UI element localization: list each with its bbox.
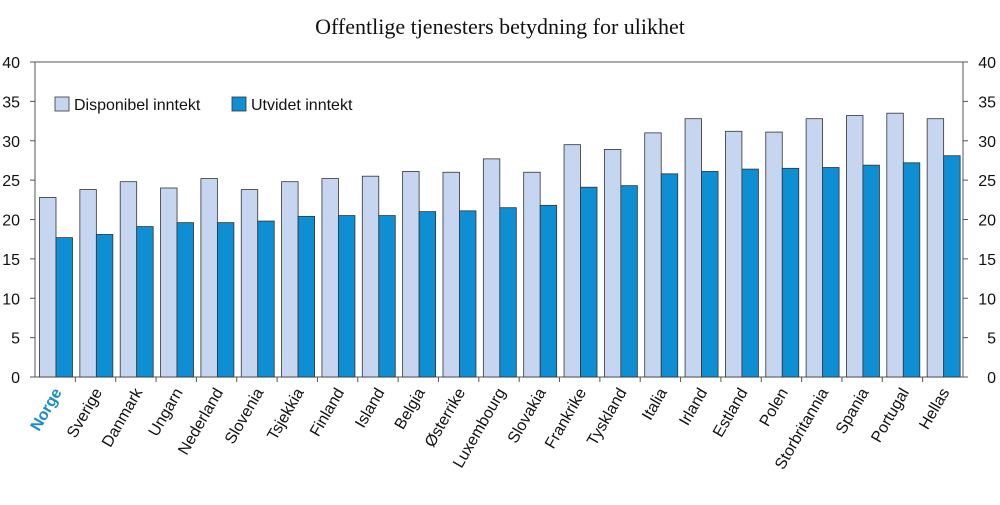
bar-utvidet — [539, 204, 558, 378]
bar-disponibel — [79, 189, 97, 378]
y-tick-label-left: 40 — [2, 55, 20, 72]
y-tick-label-right: 10 — [978, 291, 996, 308]
bar-utvidet — [378, 215, 396, 378]
bar-utvidet — [902, 162, 921, 378]
chart-title: Offentlige tjenesters betydning for ulik… — [315, 14, 685, 39]
y-tick-label-left: 15 — [2, 252, 20, 269]
x-category-label: Sverige — [64, 385, 106, 441]
x-category-label: Tyskland — [584, 386, 630, 449]
bar-utvidet — [216, 222, 235, 378]
x-category-label: Polen — [757, 386, 792, 430]
legend: Disponibel inntekt Utvidet inntekt — [54, 96, 353, 114]
x-category-label: Italia — [639, 385, 671, 423]
x-category-label: Danmark — [99, 385, 147, 451]
bar-disponibel — [442, 171, 460, 378]
bar-utvidet — [95, 234, 114, 378]
bar-disponibel — [563, 144, 581, 378]
y-tick-label-left: 35 — [2, 94, 20, 111]
bar-utvidet — [660, 173, 679, 378]
bar-disponibel — [321, 178, 339, 378]
bar-disponibel — [281, 181, 299, 378]
bar-utvidet — [580, 186, 598, 378]
bar-utvidet — [822, 167, 840, 378]
bar-disponibel — [684, 118, 702, 378]
y-tick-label-right: 0 — [987, 370, 996, 387]
bar-disponibel — [240, 189, 259, 378]
bar-utvidet — [620, 185, 638, 378]
x-category-label: Norge — [28, 385, 66, 434]
x-category-label: Island — [352, 386, 388, 431]
bar-utvidet — [136, 226, 154, 378]
bar-utvidet — [297, 215, 315, 378]
bar-disponibel — [402, 171, 420, 378]
y-tick-label-right: 25 — [978, 173, 996, 190]
bar-disponibel — [926, 118, 945, 378]
y-tick-label-left: 0 — [11, 370, 20, 387]
bar-disponibel — [482, 158, 501, 378]
x-category-label: Spania — [833, 385, 873, 437]
y-tick-label-right: 15 — [978, 252, 996, 269]
bar-disponibel — [805, 118, 824, 378]
bar-disponibel — [361, 175, 380, 378]
bar-utvidet — [701, 171, 719, 378]
bar-utvidet — [418, 211, 437, 378]
bar-utvidet — [257, 220, 275, 378]
bar-disponibel — [160, 187, 178, 378]
bar-utvidet — [338, 215, 356, 378]
bar-disponibel — [765, 131, 783, 378]
legend-label-utvidet: Utvidet inntekt — [251, 97, 353, 114]
x-category-label: Tsjekkia — [265, 385, 308, 443]
y-tick-label-right: 35 — [978, 94, 996, 111]
legend-swatch-utvidet — [231, 96, 247, 112]
bar-utvidet — [781, 167, 800, 378]
y-tick-label-left: 10 — [2, 291, 20, 308]
x-category-label: Hellas — [916, 386, 953, 433]
y-tick-label-left: 5 — [11, 331, 20, 348]
bar-utvidet — [943, 155, 961, 378]
bars-group — [39, 112, 961, 378]
bar-disponibel — [886, 112, 904, 378]
bar-disponibel — [846, 115, 864, 378]
x-category-label: Belgia — [392, 385, 429, 432]
bar-utvidet — [741, 168, 759, 378]
y-tick-label-right: 5 — [987, 331, 996, 348]
x-category-label: Slovakia — [505, 385, 550, 446]
y-tick-label-left: 30 — [2, 134, 20, 151]
bar-utvidet — [459, 210, 477, 378]
legend-label-disponibel: Disponibel inntekt — [74, 97, 201, 114]
bar-disponibel — [119, 181, 138, 378]
x-category-label: Slovenia — [222, 385, 267, 447]
x-category-label: Portugal — [868, 386, 913, 446]
y-tick-label-right: 30 — [978, 134, 996, 151]
legend-swatch-disponibel — [54, 96, 70, 112]
y-tick-label-left: 20 — [2, 213, 20, 230]
bar-utvidet — [499, 207, 517, 378]
x-category-label: Finland — [307, 386, 348, 440]
bar-utvidet — [862, 164, 880, 378]
bar-disponibel — [200, 178, 218, 378]
bar-disponibel — [603, 149, 622, 378]
y-tick-label-right: 20 — [978, 213, 996, 230]
x-category-label: Frankrike — [542, 385, 590, 451]
bar-disponibel — [644, 132, 662, 378]
bar-disponibel — [39, 197, 57, 378]
bar-disponibel — [725, 130, 743, 378]
bar-disponibel — [523, 171, 541, 378]
x-category-label: Ungarn — [146, 386, 187, 440]
x-category-label: Estland — [710, 386, 751, 441]
bar-utvidet — [55, 237, 73, 378]
y-tick-label-left: 25 — [2, 173, 20, 190]
x-category-label: Irland — [676, 386, 711, 429]
y-tick-label-right: 40 — [978, 55, 996, 72]
bar-utvidet — [176, 222, 194, 378]
